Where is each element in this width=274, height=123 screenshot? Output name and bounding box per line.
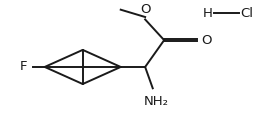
Text: Cl: Cl	[240, 7, 253, 20]
Text: NH₂: NH₂	[144, 95, 169, 108]
Text: F: F	[19, 60, 27, 73]
Text: H: H	[203, 7, 213, 20]
Text: O: O	[140, 3, 150, 16]
Text: O: O	[201, 34, 211, 47]
